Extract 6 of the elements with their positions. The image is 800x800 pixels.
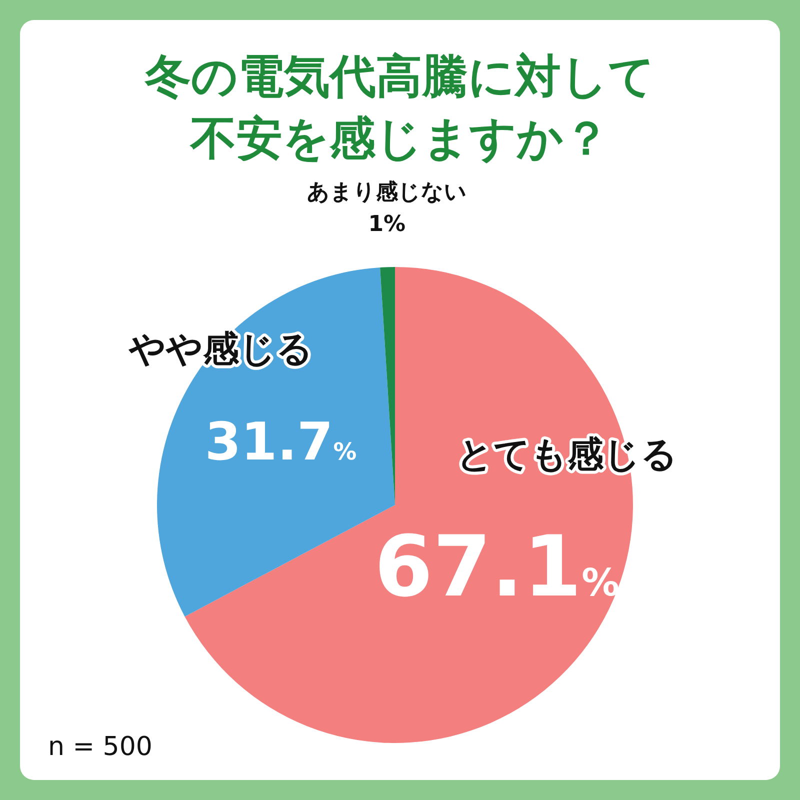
data-label: 31.7% bbox=[204, 412, 357, 472]
slice-label: あまり感じない bbox=[306, 180, 467, 206]
chart-title: 冬の電気代高騰に対して不安を感じますか？ bbox=[144, 49, 655, 165]
data-label: 1% bbox=[368, 212, 406, 238]
text: n = 500 bbox=[48, 732, 152, 762]
data-label: 67.1% bbox=[374, 518, 620, 616]
